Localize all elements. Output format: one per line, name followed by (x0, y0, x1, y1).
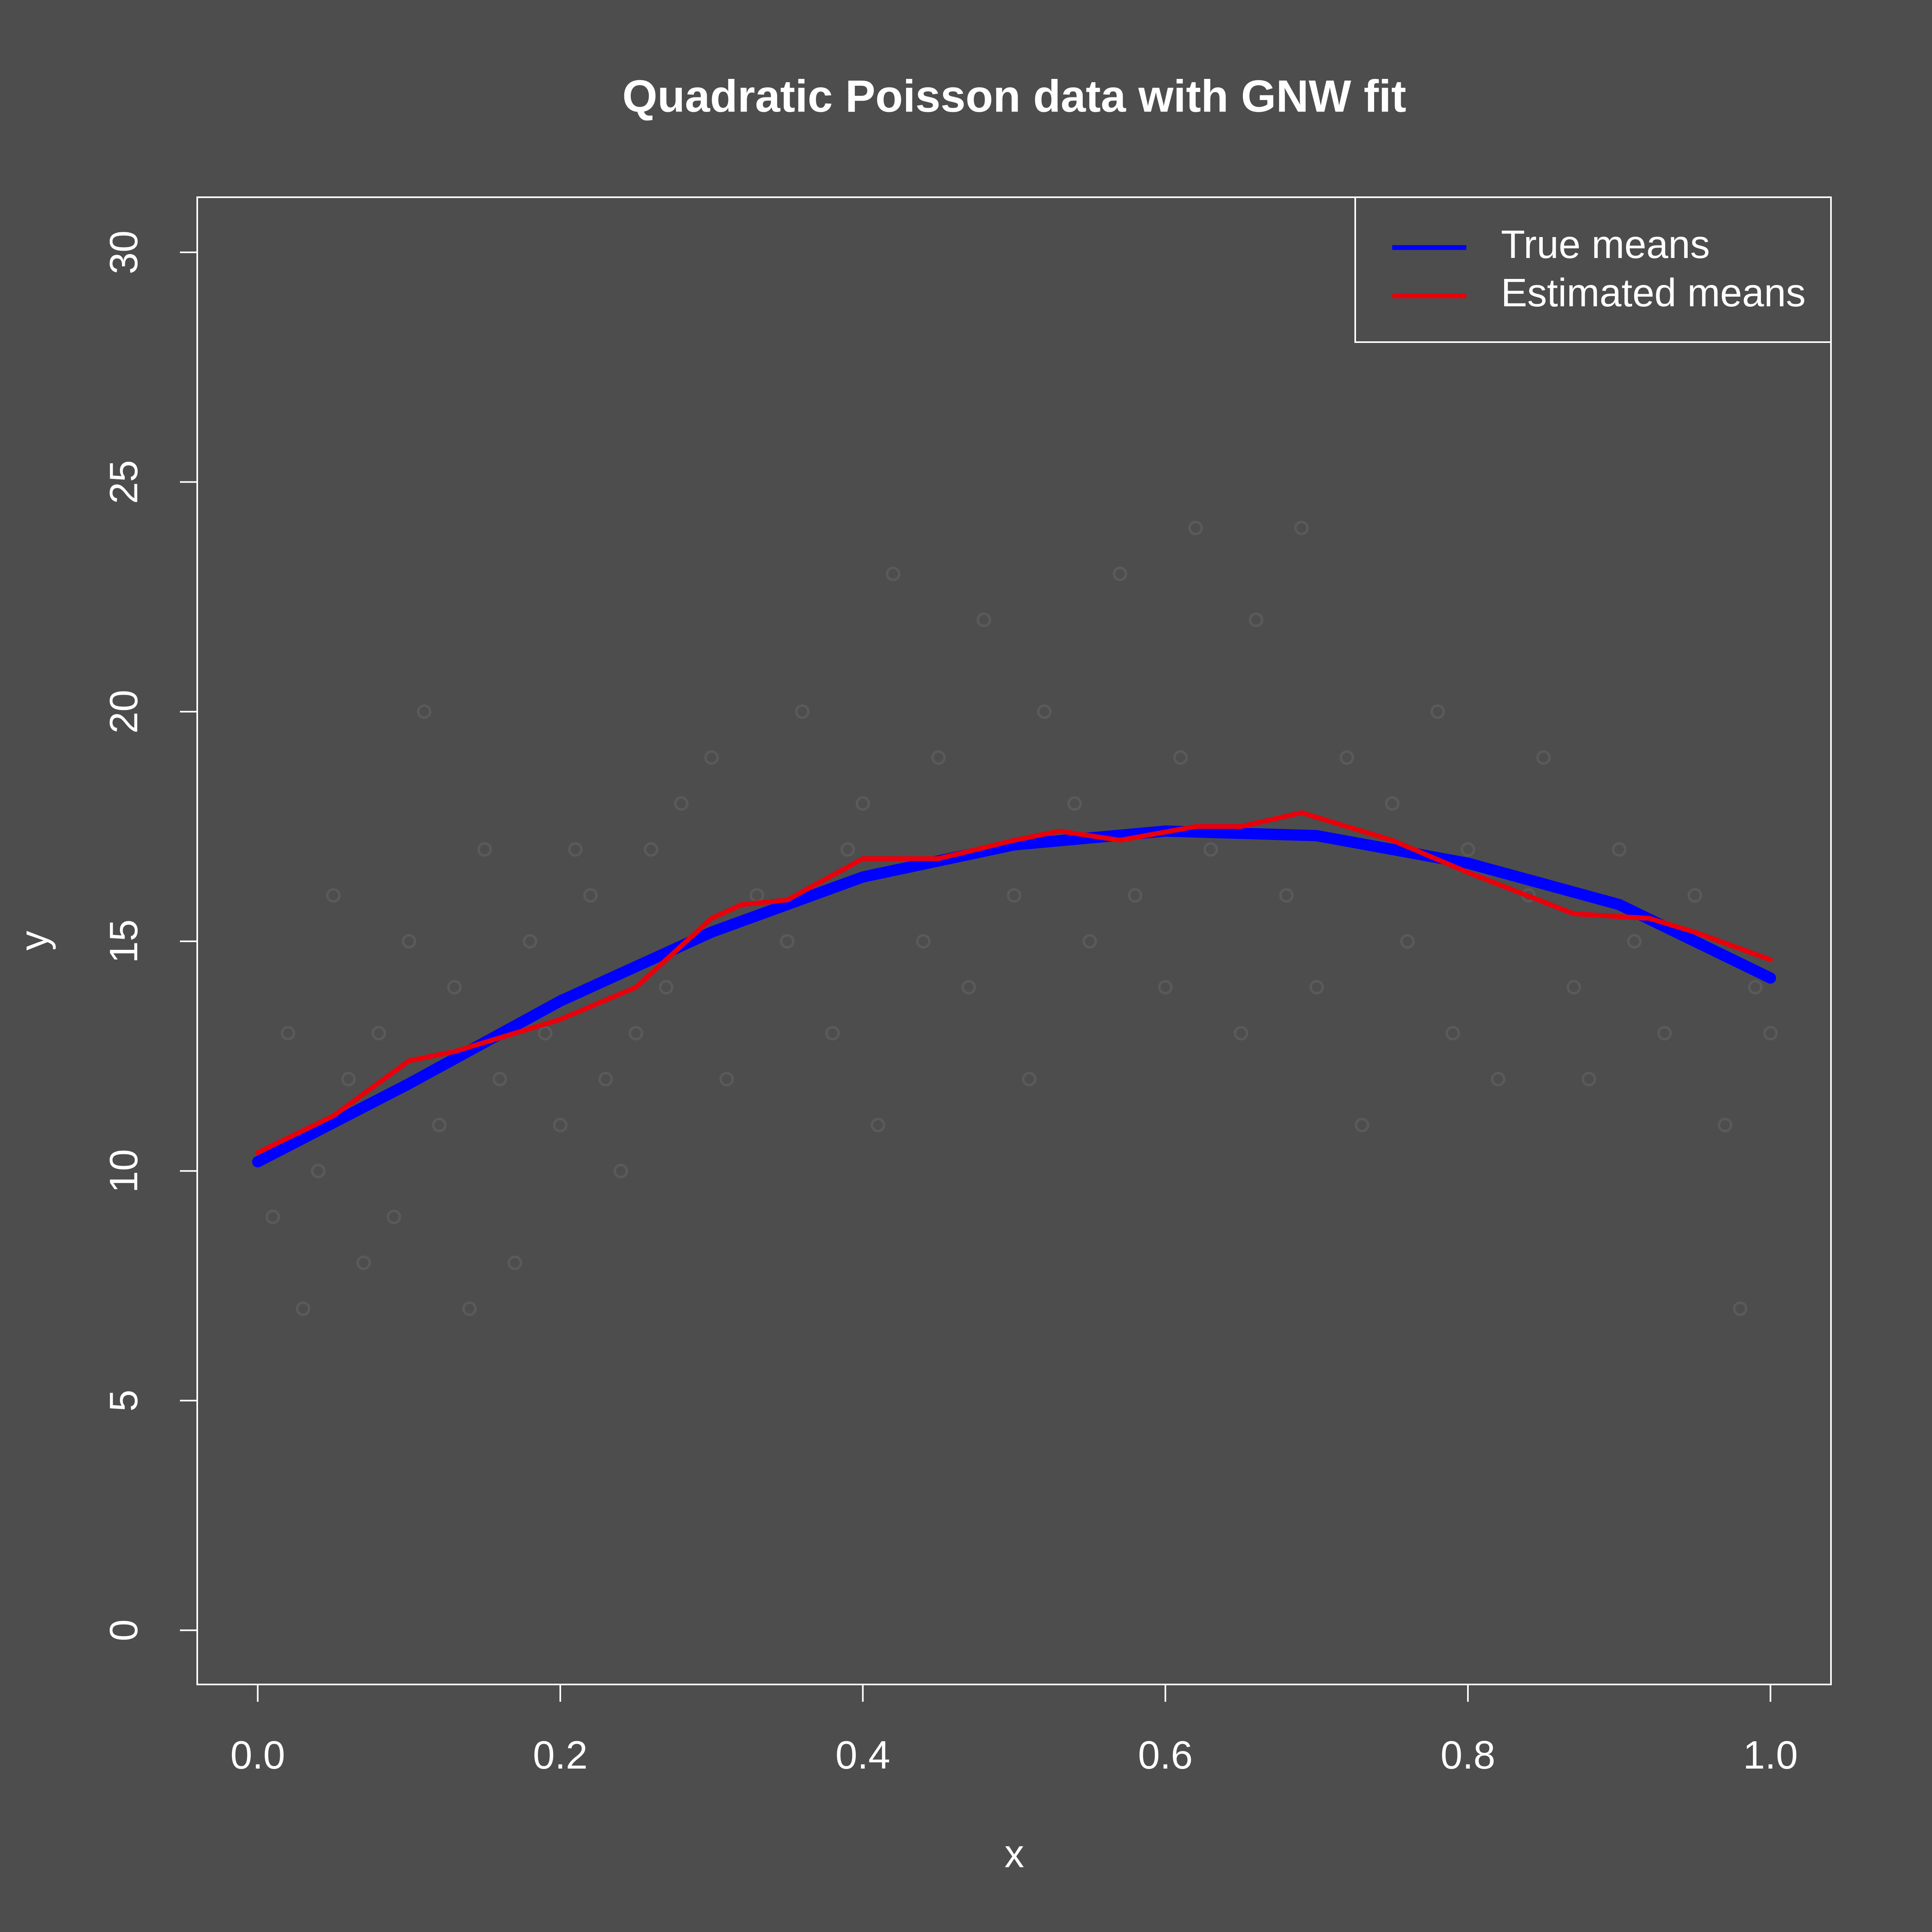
data-point (553, 1118, 568, 1133)
data-point (477, 842, 492, 857)
x-tick-label: 0.0 (230, 1733, 285, 1777)
data-point (1627, 934, 1642, 949)
data-point (1007, 888, 1022, 903)
data-point (1612, 842, 1627, 857)
legend-box (1354, 196, 1832, 343)
data-point (1687, 888, 1702, 903)
data-point (1082, 934, 1097, 949)
y-tick-label: 30 (101, 230, 146, 274)
data-point (462, 1301, 477, 1316)
data-point (522, 934, 537, 949)
y-axis-label: y (12, 931, 56, 951)
data-point (1279, 888, 1294, 903)
y-tick-label: 25 (101, 460, 146, 504)
data-point (583, 888, 598, 903)
data-point (568, 842, 583, 857)
data-point (1763, 1026, 1778, 1040)
data-point (674, 796, 689, 811)
data-point (1354, 1118, 1369, 1133)
data-point (1037, 704, 1052, 719)
data-point (871, 1118, 886, 1133)
data-point (1430, 704, 1445, 719)
data-point (492, 1071, 507, 1086)
x-tick-label: 0.4 (836, 1733, 890, 1777)
data-point (916, 934, 931, 949)
data-point (1128, 888, 1143, 903)
data-point (311, 1164, 326, 1179)
y-tick-label: 0 (101, 1619, 146, 1641)
legend-label: True means (1501, 222, 1710, 266)
data-point (1400, 934, 1415, 949)
data-point (1113, 566, 1127, 581)
data-point (1385, 796, 1400, 811)
data-point (931, 750, 946, 765)
data-point (840, 842, 855, 857)
data-point (538, 1026, 553, 1040)
data-point (1733, 1301, 1748, 1316)
data-point (432, 1118, 447, 1133)
data-point (961, 980, 976, 995)
data-point (1657, 1026, 1672, 1040)
data-point (1294, 520, 1309, 535)
data-point (326, 888, 341, 903)
data-point (780, 934, 795, 949)
data-point (402, 934, 417, 949)
data-point (341, 1071, 356, 1086)
data-point (296, 1301, 311, 1316)
data-point (1249, 612, 1263, 627)
data-point (613, 1164, 628, 1179)
data-point (719, 1071, 734, 1086)
data-point (372, 1026, 386, 1040)
data-point (855, 796, 870, 811)
series-line (255, 810, 1773, 1155)
data-point (356, 1255, 371, 1270)
series-line (252, 825, 1776, 1168)
x-tick-label: 1.0 (1743, 1733, 1798, 1777)
y-tick-label: 5 (101, 1390, 146, 1412)
data-point (1536, 750, 1551, 765)
data-point (1309, 980, 1324, 995)
data-point (1340, 750, 1354, 765)
data-point (1234, 1026, 1249, 1040)
data-point (598, 1071, 613, 1086)
data-point (976, 612, 991, 627)
data-point (1491, 1071, 1506, 1086)
data-point (1567, 980, 1581, 995)
data-point (644, 842, 658, 857)
data-point (795, 704, 810, 719)
data-point (659, 980, 674, 995)
data-point (265, 1210, 280, 1224)
data-point (825, 1026, 840, 1040)
legend-label: Estimated means (1501, 270, 1806, 315)
x-axis-label: x (1005, 1831, 1024, 1876)
data-point (281, 1026, 295, 1040)
data-point (1748, 980, 1763, 995)
data-point (386, 1210, 401, 1224)
data-point (447, 980, 462, 995)
data-point (1022, 1071, 1037, 1086)
data-point (1203, 842, 1218, 857)
data-point (1445, 1026, 1460, 1040)
data-point (1188, 520, 1203, 535)
data-point (886, 566, 900, 581)
data-point (1717, 1118, 1732, 1133)
y-tick-label: 15 (101, 919, 146, 963)
data-point (704, 750, 719, 765)
data-point (628, 1026, 643, 1040)
data-point (508, 1255, 522, 1270)
data-point (1158, 980, 1173, 995)
data-point (417, 704, 431, 719)
chart-title: Quadratic Poisson data with GNW fit (622, 71, 1406, 122)
y-tick-label: 10 (101, 1149, 146, 1193)
data-point (1173, 750, 1188, 765)
x-tick-label: 0.8 (1441, 1733, 1495, 1777)
y-tick-label: 20 (101, 690, 146, 734)
data-point (1581, 1071, 1596, 1086)
x-tick-label: 0.6 (1138, 1733, 1193, 1777)
x-tick-label: 0.2 (533, 1733, 588, 1777)
data-point (1461, 842, 1475, 857)
data-point (1067, 796, 1082, 811)
